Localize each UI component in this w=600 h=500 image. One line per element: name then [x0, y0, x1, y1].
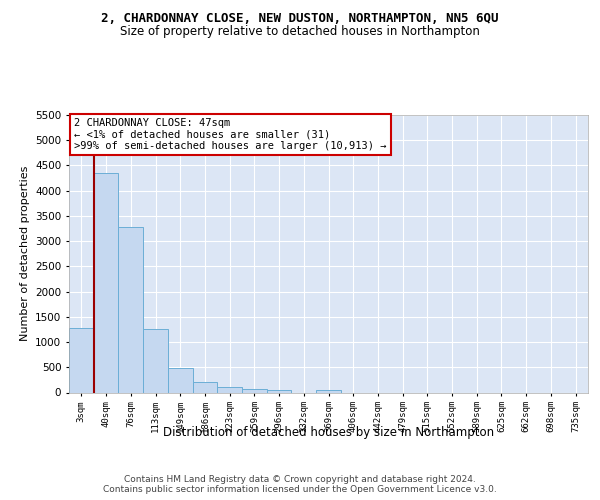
Bar [143, 328, 168, 392]
Text: Distribution of detached houses by size in Northampton: Distribution of detached houses by size … [163, 426, 494, 439]
Bar [242, 388, 267, 392]
Bar [118, 226, 143, 392]
Bar [69, 328, 94, 392]
Y-axis label: Number of detached properties: Number of detached properties [20, 166, 29, 342]
Bar [193, 382, 217, 392]
Bar [217, 388, 242, 392]
Text: 2 CHARDONNAY CLOSE: 47sqm
← <1% of detached houses are smaller (31)
>99% of semi: 2 CHARDONNAY CLOSE: 47sqm ← <1% of detac… [74, 118, 386, 151]
Text: 2, CHARDONNAY CLOSE, NEW DUSTON, NORTHAMPTON, NN5 6QU: 2, CHARDONNAY CLOSE, NEW DUSTON, NORTHAM… [101, 12, 499, 26]
Bar [94, 172, 118, 392]
Bar [267, 390, 292, 392]
Bar [168, 368, 193, 392]
Text: Size of property relative to detached houses in Northampton: Size of property relative to detached ho… [120, 25, 480, 38]
Bar [316, 390, 341, 392]
Text: Contains HM Land Registry data © Crown copyright and database right 2024.
Contai: Contains HM Land Registry data © Crown c… [103, 474, 497, 494]
